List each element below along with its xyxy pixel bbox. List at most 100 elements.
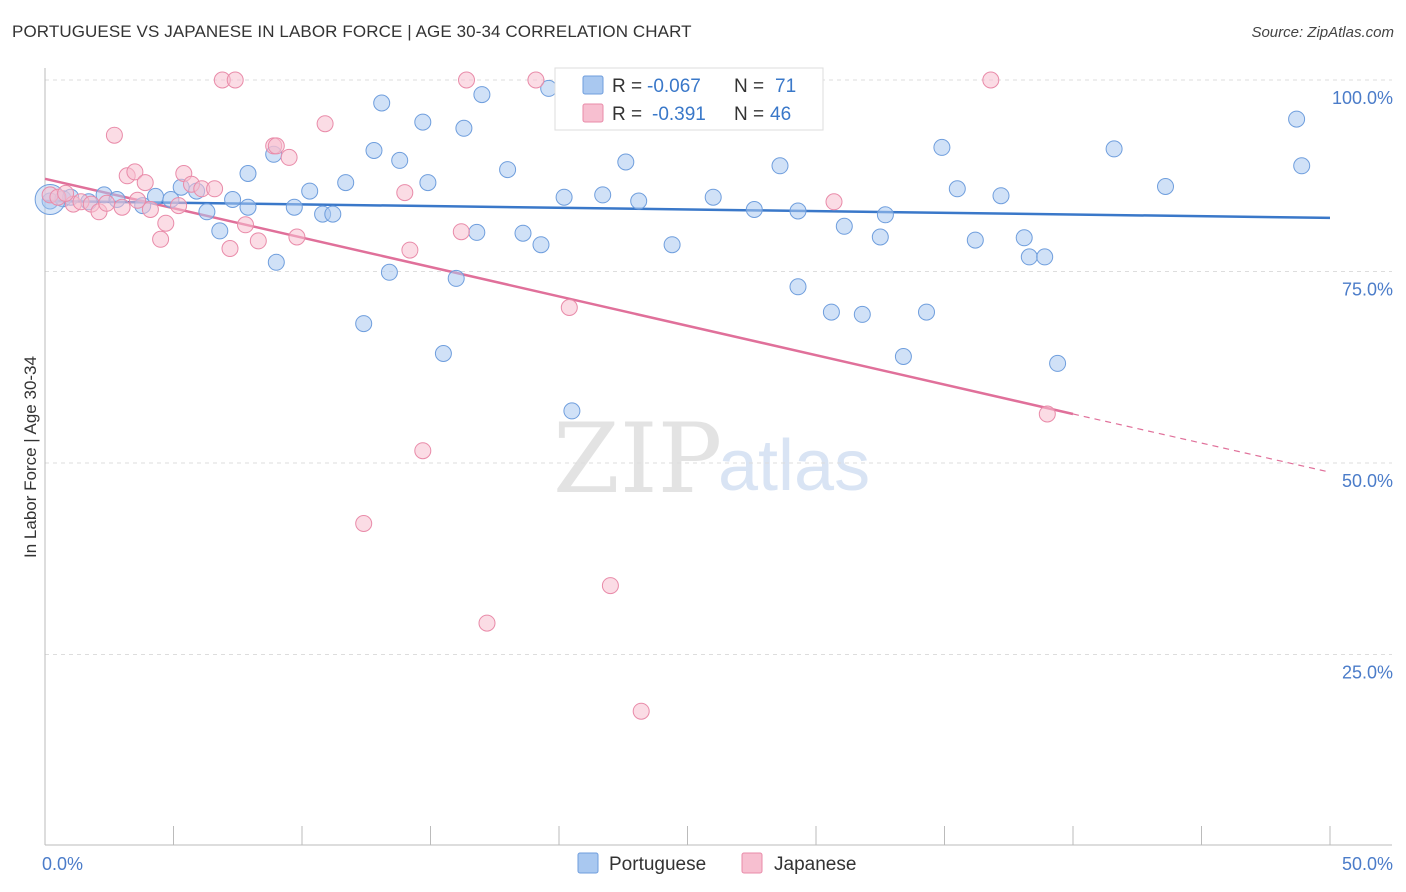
point-portuguese-43: [704, 188, 722, 206]
point-portuguese-31: [455, 119, 473, 137]
bottom-legend-swatch-japanese: [741, 852, 763, 874]
point-portuguese-17: [267, 253, 285, 271]
point-japanese-30: [355, 515, 373, 532]
point-portuguese-30: [447, 269, 465, 287]
legend-r-value-portuguese: -0.067: [647, 76, 701, 97]
point-japanese-23: [237, 216, 254, 234]
point-portuguese-12: [211, 222, 229, 240]
point-japanese-36: [478, 614, 496, 632]
point-portuguese-66: [1288, 110, 1306, 128]
point-portuguese-37: [555, 188, 573, 206]
legend-box: R = -0.067 N = 71 R = -0.391 N = 46: [554, 67, 824, 131]
point-portuguese-65: [1157, 178, 1174, 195]
point-japanese-12: [141, 201, 159, 218]
point-portuguese-68: [473, 86, 491, 104]
point-portuguese-11: [198, 203, 216, 221]
point-portuguese-59: [992, 187, 1010, 205]
legend-r-label-portuguese: R =: [612, 76, 642, 97]
point-portuguese-48: [789, 278, 807, 296]
watermark: ZIP atlas: [553, 403, 870, 515]
point-portuguese-32: [468, 223, 486, 241]
point-portuguese-44: [745, 201, 763, 218]
point-japanese-13: [152, 230, 170, 248]
x-tick-label-0: 0.0%: [42, 854, 83, 874]
point-portuguese-24: [365, 142, 383, 159]
watermark-atlas: atlas: [718, 426, 870, 506]
y-tick-label-2: 50.0%: [1342, 471, 1393, 491]
point-portuguese-70: [373, 94, 391, 112]
point-portuguese-41: [630, 192, 648, 210]
legend-n-value-portuguese: 71: [775, 76, 796, 97]
point-portuguese-35: [532, 236, 550, 254]
point-japanese-32: [401, 241, 419, 259]
y-axis-title: In Labor Force | Age 30-34: [21, 356, 40, 558]
point-portuguese-54: [894, 348, 912, 365]
point-portuguese-23: [355, 315, 373, 333]
point-portuguese-21: [324, 205, 342, 223]
point-japanese-37: [527, 71, 545, 89]
point-portuguese-61: [1020, 248, 1038, 266]
point-japanese-45: [129, 191, 146, 209]
point-japanese-43: [1038, 405, 1056, 423]
bottom-legend-swatch-portuguese: [577, 852, 599, 874]
y-tick-label-1: 75.0%: [1342, 280, 1393, 300]
point-portuguese-33: [499, 161, 517, 179]
point-japanese-35: [458, 71, 475, 89]
bottom-legend: Portuguese Japanese: [577, 852, 856, 875]
point-japanese-10: [126, 163, 144, 181]
point-japanese-8: [113, 198, 131, 216]
point-portuguese-58: [966, 231, 984, 249]
point-japanese-19: [206, 180, 224, 198]
point-portuguese-57: [948, 180, 966, 198]
point-portuguese-22: [337, 174, 355, 192]
series-japanese-points: [41, 71, 1056, 720]
chart-title: PORTUGUESE VS JAPANESE IN LABOR FORCE | …: [12, 22, 692, 41]
trend-line-portuguese: [44, 199, 1331, 220]
point-japanese-15: [170, 197, 188, 215]
legend-n-value-japanese: 46: [770, 104, 791, 125]
legend-n-label-portuguese: N =: [734, 76, 764, 97]
legend-swatch-japanese: [582, 103, 604, 123]
point-japanese-14: [157, 214, 175, 232]
point-japanese-21: [221, 240, 239, 257]
axes: [44, 68, 1392, 846]
point-japanese-40: [632, 702, 650, 720]
point-portuguese-56: [933, 138, 951, 156]
point-japanese-31: [396, 184, 414, 202]
legend-swatch-portuguese: [582, 75, 604, 95]
point-portuguese-26: [391, 151, 409, 169]
point-portuguese-52: [871, 228, 889, 246]
trend-lines: [44, 177, 1331, 473]
point-japanese-29: [316, 115, 334, 133]
point-portuguese-14: [239, 198, 257, 216]
point-portuguese-47: [789, 202, 807, 220]
y-tick-label-0: 100.0%: [1332, 88, 1393, 108]
point-portuguese-29: [434, 345, 452, 362]
point-japanese-38: [560, 299, 578, 316]
point-portuguese-60: [1015, 229, 1033, 247]
point-portuguese-27: [414, 113, 432, 131]
point-japanese-26: [267, 137, 285, 155]
legend-n-label-japanese: N =: [734, 104, 764, 125]
point-portuguese-62: [1036, 248, 1054, 266]
point-japanese-7: [105, 126, 123, 144]
point-portuguese-38: [563, 402, 581, 420]
point-japanese-6: [98, 194, 116, 212]
point-portuguese-46: [771, 157, 789, 175]
point-portuguese-42: [663, 236, 681, 254]
legend-r-value-japanese: -0.391: [652, 104, 706, 125]
point-portuguese-18: [285, 198, 303, 216]
point-japanese-22: [226, 71, 244, 89]
point-japanese-41: [825, 193, 843, 211]
point-japanese-28: [288, 228, 306, 246]
point-portuguese-67: [1293, 157, 1311, 175]
point-portuguese-39: [594, 186, 612, 204]
point-japanese-11: [136, 174, 154, 192]
legend-r-label-japanese: R =: [612, 104, 642, 125]
y-tick-label-3: 25.0%: [1342, 663, 1393, 683]
point-japanese-24: [249, 232, 267, 250]
source-credit: Source: ZipAtlas.com: [1251, 24, 1394, 41]
point-portuguese-49: [822, 303, 840, 321]
point-portuguese-34: [514, 224, 532, 242]
